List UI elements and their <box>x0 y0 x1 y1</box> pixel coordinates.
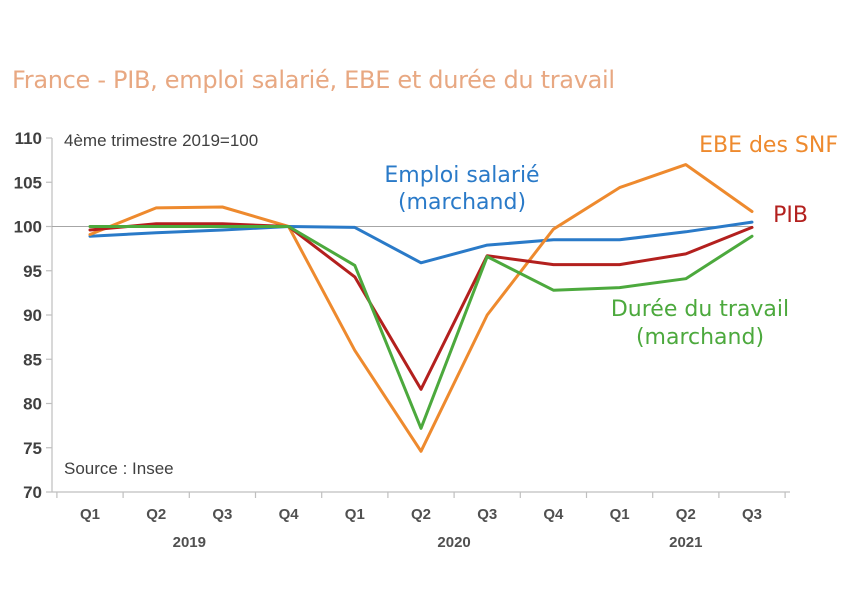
year-label: 2021 <box>669 534 702 551</box>
x-tick-label: Q3 <box>477 506 497 523</box>
x-tick-label: Q1 <box>610 506 630 523</box>
x-tick-label: Q3 <box>212 506 232 523</box>
series-line-duree <box>88 225 754 430</box>
series-label-pib: PIB <box>773 203 808 228</box>
year-label: 2020 <box>437 534 470 551</box>
series-label-duree: (marchand) <box>636 325 764 350</box>
y-tick-label: 70 <box>23 483 42 502</box>
x-tick-label: Q3 <box>742 506 762 523</box>
chart-axes: 70 75 80 85 90 95 100 105 110 Q1 Q2 Q3 Q4 Q1 Q2 Q3 Q4 Q1 Q… <box>14 129 790 551</box>
chart-subtitle: 4ème trimestre 2019=100 <box>64 131 258 150</box>
x-tick-label: Q1 <box>345 506 365 523</box>
year-label: 2019 <box>173 534 206 551</box>
y-tick-label: 110 <box>15 129 42 148</box>
x-tick-label: Q2 <box>676 506 696 523</box>
x-tick-label: Q2 <box>411 506 431 523</box>
chart-title: France - PIB, emploi salarié, EBE et dur… <box>12 66 615 94</box>
series-label-duree: Durée du travail <box>611 297 789 322</box>
x-tick-label: Q2 <box>146 506 166 523</box>
series-label-emploi: (marchand) <box>398 190 526 215</box>
x-tick-label: Q4 <box>543 506 564 523</box>
x-tick-label: Q1 <box>80 506 100 523</box>
y-tick-label: 90 <box>23 306 42 325</box>
y-tick-label: 100 <box>14 218 42 237</box>
y-tick-label: 80 <box>23 395 42 414</box>
source-note: Source : Insee <box>64 459 174 478</box>
series-line-ebe <box>88 163 754 453</box>
x-tick-label: Q4 <box>279 506 300 523</box>
series-label-emploi: Emploi salarié <box>384 163 539 188</box>
series-label-ebe: EBE des SNF <box>699 133 838 158</box>
series-lines <box>88 163 754 453</box>
y-tick-label: 105 <box>14 173 42 192</box>
y-tick-label: 75 <box>23 439 42 458</box>
series-line-emploi <box>88 220 754 265</box>
y-tick-label: 95 <box>23 262 42 281</box>
series-labels: Emploi salarié(marchand)EBE des SNFPIBDu… <box>384 133 838 350</box>
series-line-pib <box>88 222 754 391</box>
y-tick-label: 85 <box>23 350 42 369</box>
